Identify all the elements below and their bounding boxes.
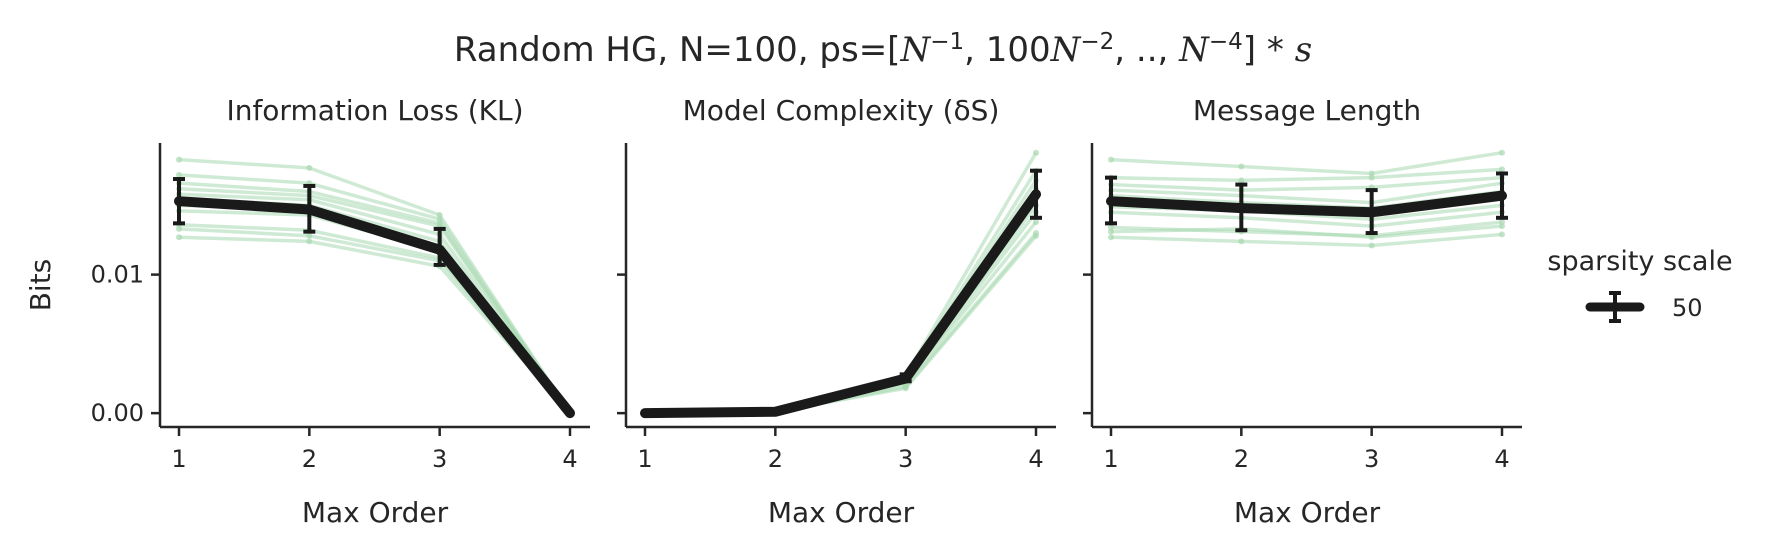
sample-point <box>1368 170 1375 177</box>
panel-title: Information Loss (KL) <box>226 94 523 127</box>
sample-point <box>306 164 313 171</box>
sample-point <box>1499 149 1505 156</box>
sample-point <box>1499 223 1505 230</box>
sample-line <box>178 209 572 415</box>
sample-point <box>1108 228 1114 235</box>
x-axis-label: Max Order <box>302 496 449 529</box>
sample-point <box>436 216 443 223</box>
sample-line <box>1110 181 1503 205</box>
sample-point <box>176 171 182 178</box>
x-tick-label: 1 <box>637 445 652 473</box>
sample-point <box>1108 156 1114 163</box>
chart-panel-1: Information Loss (KL) 1 2 3 4 0.00 0.01 Max Ord… <box>24 94 590 529</box>
sample-point <box>176 234 182 241</box>
sample-point <box>436 212 443 219</box>
legend-title: sparsity scale <box>1547 246 1732 277</box>
sample-point <box>1499 231 1505 238</box>
panel-title: Message Length <box>1193 94 1421 127</box>
x-tick-label: 3 <box>432 445 447 473</box>
chart-panel-2: Model Complexity (δS) 1 2 3 4 Max Order <box>617 94 1056 529</box>
sample-point <box>1368 242 1375 249</box>
sample-line <box>644 204 1038 415</box>
x-tick-label: 1 <box>1103 445 1118 473</box>
y-tick-label: 0.01 <box>91 261 144 289</box>
sample-point <box>306 232 313 239</box>
y-tick-label: 0.00 <box>91 399 144 427</box>
panels: Information Loss (KL) 1 2 3 4 0.00 0.01 Max Ord… <box>24 94 1522 529</box>
sample-point <box>1238 177 1245 184</box>
sample-point <box>902 385 909 392</box>
sample-line <box>1110 150 1503 176</box>
x-tick-label: 3 <box>898 445 913 473</box>
legend: sparsity scale 50 <box>1547 246 1733 323</box>
x-tick-label: 2 <box>1234 445 1249 473</box>
sample-line <box>1110 224 1503 239</box>
sample-point <box>1033 149 1039 156</box>
x-axis-label: Max Order <box>1234 496 1381 529</box>
sample-line <box>178 203 572 415</box>
sample-point <box>1033 232 1039 239</box>
figure-title: Random HG, N=100, ps=[N−1, 100N−2, .., N… <box>454 29 1312 70</box>
sample-point <box>1238 238 1245 245</box>
x-tick-label: 4 <box>1494 445 1509 473</box>
x-tick-label: 1 <box>171 445 186 473</box>
mean-line <box>640 189 1041 419</box>
sample-line <box>1110 232 1503 248</box>
sample-point <box>1033 218 1039 225</box>
sample-line <box>178 235 572 415</box>
sample-point <box>1368 174 1375 181</box>
mean-line <box>174 196 575 419</box>
sample-point <box>1238 163 1245 170</box>
x-tick-label: 4 <box>562 445 577 473</box>
sample-line <box>1110 167 1503 183</box>
sample-line <box>178 186 572 415</box>
x-tick-label: 4 <box>1028 445 1043 473</box>
x-tick-label: 2 <box>768 445 783 473</box>
sample-line <box>1110 210 1503 228</box>
sample-line <box>644 211 1038 415</box>
sample-line <box>644 231 1038 415</box>
panel-title: Model Complexity (δS) <box>683 94 1000 127</box>
sample-point <box>306 238 313 245</box>
sample-point <box>1499 218 1505 225</box>
x-tick-label: 3 <box>1364 445 1379 473</box>
mean-line <box>1106 190 1507 218</box>
sample-point <box>1368 234 1375 241</box>
legend-entry: 50 <box>1585 291 1703 323</box>
x-tick-label: 2 <box>302 445 317 473</box>
sample-point <box>1108 224 1114 231</box>
legend-label: 50 <box>1672 294 1703 322</box>
sample-line <box>644 169 1038 415</box>
y-axis-label: Bits <box>24 259 57 312</box>
chart-panel-3: Message Length 1 2 3 4 Max Order <box>1083 94 1522 529</box>
sample-point <box>176 156 182 163</box>
x-axis-label: Max Order <box>768 496 915 529</box>
sample-point <box>176 225 182 232</box>
sample-line <box>1110 175 1503 192</box>
sample-point <box>1108 234 1114 241</box>
sample-point <box>1499 166 1505 173</box>
